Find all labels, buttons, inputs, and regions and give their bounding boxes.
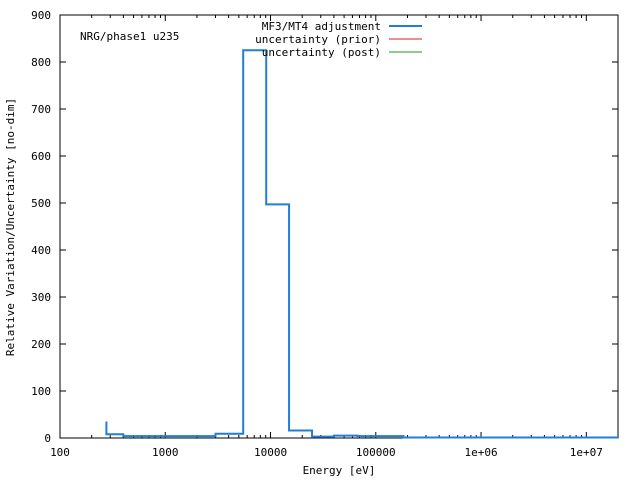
- y-tick-label: 400: [31, 244, 51, 257]
- x-tick-label: 100000: [356, 446, 396, 459]
- y-tick-label: 800: [31, 56, 51, 69]
- legend-label: uncertainty (prior): [255, 33, 381, 46]
- y-tick-label: 200: [31, 338, 51, 351]
- series-lines: [105, 49, 618, 439]
- y-tick-label: 100: [31, 385, 51, 398]
- x-tick-label: 1000: [152, 446, 179, 459]
- y-tick-label: 900: [31, 9, 51, 22]
- legend-label: MF3/MT4 adjustment: [262, 20, 381, 33]
- y-tick-label: 700: [31, 103, 51, 116]
- y-tick-label: 500: [31, 197, 51, 210]
- y-tick-label: 600: [31, 150, 51, 163]
- series-line-0: [105, 49, 618, 439]
- x-tick-labels: 100 1000 10000 100000 1e+06 1e+07: [50, 446, 603, 459]
- x-tick-label: 100: [50, 446, 70, 459]
- axis-ticks: [59, 14, 618, 439]
- x-tick-label: 1e+06: [464, 446, 497, 459]
- y-tick-label: 0: [44, 432, 51, 445]
- x-axis-label: Energy [eV]: [303, 464, 376, 477]
- plot-frame: [59, 14, 619, 439]
- chart-title: NRG/phase1 u235: [80, 30, 179, 43]
- y-axis-label: Relative Variation/Uncertainty [no-dim]: [4, 98, 17, 356]
- y-tick-label: 300: [31, 291, 51, 304]
- y-tick-labels: 0 100 200 300 400 500 600 700 800 900: [31, 9, 51, 445]
- x-tick-label: 1e+07: [570, 446, 603, 459]
- legend-label: uncertainty (post): [262, 46, 381, 59]
- x-tick-label: 10000: [254, 446, 287, 459]
